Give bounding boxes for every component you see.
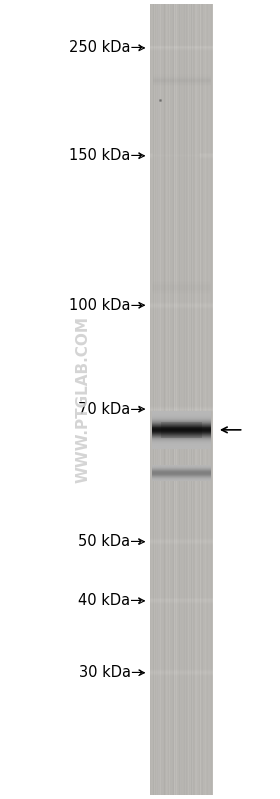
Bar	[196, 4, 197, 795]
Bar	[157, 4, 158, 795]
Bar	[181, 4, 182, 795]
Bar	[151, 4, 152, 795]
Bar	[163, 4, 164, 795]
Bar	[190, 4, 191, 795]
Bar	[177, 4, 178, 795]
Bar	[172, 4, 173, 795]
Bar	[155, 4, 156, 795]
Bar	[205, 4, 206, 795]
Bar	[208, 4, 209, 795]
Text: 250 kDa→: 250 kDa→	[69, 41, 143, 55]
Bar	[167, 4, 168, 795]
Bar	[210, 4, 211, 795]
Bar	[162, 4, 163, 795]
Bar	[197, 4, 198, 795]
Bar	[170, 4, 171, 795]
Bar	[166, 4, 167, 795]
Bar	[201, 4, 202, 795]
Text: 40 kDa→: 40 kDa→	[78, 594, 143, 608]
Bar	[158, 4, 159, 795]
Bar	[202, 4, 203, 795]
Bar	[171, 4, 172, 795]
Bar	[191, 4, 192, 795]
Text: 100 kDa→: 100 kDa→	[69, 298, 143, 312]
Bar	[180, 4, 181, 795]
Bar	[168, 4, 169, 795]
Bar	[188, 4, 189, 795]
Bar	[169, 4, 170, 795]
Bar	[199, 4, 200, 795]
Bar	[182, 4, 183, 795]
Bar	[209, 4, 210, 795]
Bar	[195, 4, 196, 795]
Bar	[204, 4, 205, 795]
Bar	[159, 4, 160, 795]
Bar	[160, 4, 161, 795]
Bar	[174, 4, 175, 795]
Bar	[198, 4, 199, 795]
Bar	[153, 4, 154, 795]
Bar	[193, 4, 194, 795]
Bar	[192, 4, 193, 795]
Bar	[184, 4, 185, 795]
Bar	[179, 4, 180, 795]
Bar	[206, 4, 207, 795]
Text: WWW.PTGLAB.COM: WWW.PTGLAB.COM	[75, 316, 90, 483]
Bar	[187, 4, 188, 795]
Bar	[164, 4, 165, 795]
Bar	[152, 4, 153, 795]
Bar	[207, 4, 208, 795]
Bar	[161, 4, 162, 795]
Text: 50 kDa→: 50 kDa→	[78, 535, 143, 549]
Bar	[203, 4, 204, 795]
Bar	[200, 4, 201, 795]
Bar	[189, 4, 190, 795]
Bar	[194, 4, 195, 795]
Bar	[156, 4, 157, 795]
Bar	[173, 4, 174, 795]
Bar	[211, 4, 212, 795]
Bar	[175, 4, 176, 795]
Bar	[185, 4, 186, 795]
Bar	[178, 4, 179, 795]
Bar	[150, 4, 213, 795]
Text: 30 kDa→: 30 kDa→	[79, 666, 143, 680]
Bar	[165, 4, 166, 795]
Bar	[150, 4, 151, 795]
Bar	[154, 4, 155, 795]
Text: 150 kDa→: 150 kDa→	[69, 149, 143, 163]
Bar	[212, 4, 213, 795]
Bar	[183, 4, 184, 795]
Text: 70 kDa→: 70 kDa→	[78, 402, 143, 416]
Bar	[176, 4, 177, 795]
Bar	[186, 4, 187, 795]
